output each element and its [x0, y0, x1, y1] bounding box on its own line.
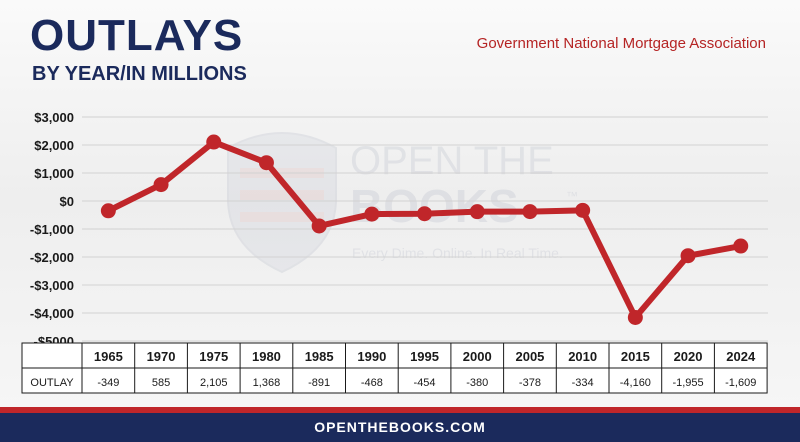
data-point	[522, 204, 538, 220]
data-point	[206, 134, 222, 150]
data-point	[469, 204, 485, 220]
y-tick-label: $3,000	[34, 110, 74, 125]
data-point	[258, 155, 274, 171]
table-value: -4,160	[620, 377, 651, 389]
data-point	[627, 309, 643, 325]
footer-stripe	[0, 407, 800, 413]
watermark-line2: BOOKS	[350, 180, 519, 232]
table-value: -1,609	[725, 377, 756, 389]
x-tick-label: 1980	[252, 349, 281, 364]
y-tick-label: -$3,000	[30, 278, 74, 293]
y-tick-label: -$2,000	[30, 250, 74, 265]
x-tick-label: 2020	[674, 349, 703, 364]
data-point	[733, 238, 749, 254]
shield-icon	[227, 132, 337, 274]
data-point	[311, 218, 327, 234]
chart-subtitle: BY YEAR/IN MILLIONS	[32, 63, 247, 85]
y-tick-label: $2,000	[34, 138, 74, 153]
table-value: 585	[152, 377, 170, 389]
watermark-line1: OPEN THE	[350, 139, 554, 183]
data-point	[417, 206, 433, 222]
x-tick-label: 1965	[94, 349, 123, 364]
x-tick-label: 1985	[305, 349, 334, 364]
table-value: 1,368	[253, 377, 281, 389]
table-value: 2,105	[200, 377, 228, 389]
x-tick-label: 1975	[199, 349, 228, 364]
y-tick-label: -$1,000	[30, 222, 74, 237]
shield-stripe	[240, 212, 324, 222]
y-tick-label: $1,000	[34, 166, 74, 181]
footer-url[interactable]: OPENTHEBOOKS.COM	[0, 413, 800, 442]
grid	[82, 116, 768, 342]
table-value: -380	[466, 377, 488, 389]
shield-stripe	[240, 190, 324, 200]
y-tick-label: $0	[60, 194, 74, 209]
agency-name: Government National Mortgage Association	[476, 35, 766, 52]
table-value: -891	[308, 377, 330, 389]
data-point	[153, 177, 169, 193]
x-tick-label: 2024	[726, 349, 756, 364]
data-point	[100, 203, 116, 219]
watermark-tm: ™	[566, 189, 578, 203]
table-value: -1,955	[672, 377, 703, 389]
table-value: -334	[572, 377, 594, 389]
x-tick-label: 2010	[568, 349, 597, 364]
x-tick-label: 1970	[147, 349, 176, 364]
x-tick-label: 2005	[515, 349, 544, 364]
table-value: -454	[414, 377, 436, 389]
table-value: -468	[361, 377, 383, 389]
table-row-label: OUTLAY	[30, 377, 74, 389]
x-tick-label: 1995	[410, 349, 439, 364]
watermark-tagline: Every Dime. Online. In Real Time.	[352, 245, 563, 261]
data-table: OUTLAY 1965 -349 1970 585 1975 2,105 1980 1,368 1…	[21, 342, 768, 394]
table-value: -349	[97, 377, 119, 389]
data-point	[575, 202, 591, 218]
chart-title: OUTLAYS	[30, 11, 244, 60]
x-tick-label: 1990	[357, 349, 386, 364]
y-axis-ticks: $3,000 $2,000 $1,000 $0 -$1,000 -$2,000 -$3,00…	[30, 110, 74, 349]
series-outlay	[100, 134, 749, 325]
table-value: -378	[519, 377, 541, 389]
watermark: OPEN THE BOOKS ™ Every Dime. Online. In …	[227, 132, 578, 274]
data-point	[680, 248, 696, 264]
data-point	[364, 206, 380, 222]
y-tick-label: -$4,000	[30, 306, 74, 321]
x-tick-label: 2000	[463, 349, 492, 364]
x-tick-label: 2015	[621, 349, 650, 364]
